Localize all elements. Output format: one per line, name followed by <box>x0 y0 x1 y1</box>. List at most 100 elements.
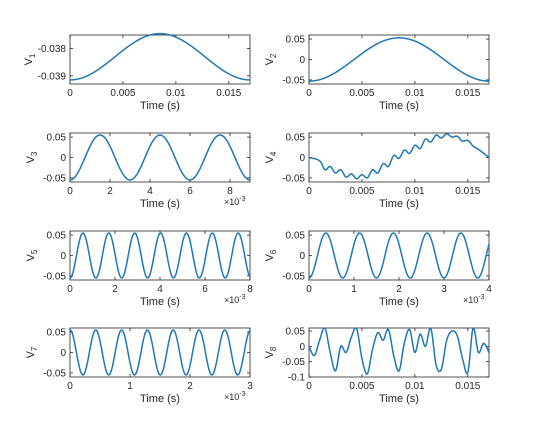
y-tick-label: -0.05 <box>43 173 66 184</box>
x-tick-label: 1 <box>351 284 357 295</box>
x-tick-label: 0.005 <box>349 381 374 392</box>
x-axis-label: Time (s) <box>379 100 419 112</box>
y-tick-label: 0 <box>299 342 305 353</box>
x-tick-label: 0 <box>67 88 73 99</box>
y-axis-label-main: V <box>23 57 35 65</box>
x-tick-label: 2 <box>187 381 193 392</box>
y-tick-label: 0 <box>60 348 66 359</box>
y-tick-label: -0.039 <box>38 71 67 82</box>
x-tick-label: 0 <box>306 186 312 197</box>
x-axis-multiplier-exp: -3 <box>239 391 245 398</box>
x-tick-label: 3 <box>247 381 253 392</box>
series-line-v5 <box>69 232 251 279</box>
x-axis-label: Time (s) <box>140 198 180 210</box>
x-axis-multiplier: ×10-3 <box>224 196 246 207</box>
y-tick-label: -0.05 <box>282 75 305 86</box>
x-axis-multiplier-exp: -3 <box>478 294 484 301</box>
y-tick-label: 0.05 <box>47 328 67 339</box>
x-tick-label: 1 <box>127 381 133 392</box>
y-axis-label-main: V <box>264 253 276 261</box>
x-axis-label: Time (s) <box>379 296 419 308</box>
x-tick-label: 2 <box>107 186 113 197</box>
x-axis-label: Time (s) <box>140 393 180 405</box>
x-axis-label: Time (s) <box>140 100 180 112</box>
y-axis-label-main: V <box>264 57 276 65</box>
x-tick-label: 0 <box>306 284 312 295</box>
y-axis-label-sub: 3 <box>30 151 39 156</box>
x-axis-multiplier-exp: -3 <box>239 196 245 203</box>
y-axis-label-sub: 2 <box>269 53 278 58</box>
x-tick-label: 0 <box>306 88 312 99</box>
series-line-v3 <box>69 134 251 181</box>
y-axis-label: V3 <box>25 151 39 163</box>
axes-box <box>69 132 251 183</box>
y-tick-label: 0 <box>60 251 66 262</box>
y-tick-label: -0.038 <box>38 44 67 55</box>
y-tick-label: -0.05 <box>282 173 305 184</box>
x-axis-multiplier-base: ×10 <box>224 197 239 207</box>
x-axis-label: Time (s) <box>379 198 419 210</box>
x-tick-label: 6 <box>187 186 193 197</box>
axes-box <box>69 34 251 85</box>
x-tick-label: 0 <box>67 284 73 295</box>
x-tick-label: 0 <box>67 186 73 197</box>
y-tick-label: 0.05 <box>286 35 306 46</box>
x-tick-label: 8 <box>227 186 233 197</box>
y-axis-label: V7 <box>25 346 39 358</box>
x-tick-label: 0.01 <box>405 88 425 99</box>
x-axis-label: Time (s) <box>379 393 419 405</box>
y-axis-label-main: V <box>25 253 37 261</box>
series-line-v6 <box>308 232 490 279</box>
x-tick-label: 0.015 <box>455 186 480 197</box>
series-line-v1 <box>69 32 251 81</box>
y-axis-label-main: V <box>25 155 37 163</box>
y-axis-label-main: V <box>25 350 37 358</box>
y-tick-label: 0.05 <box>47 231 67 242</box>
x-axis-multiplier: ×10-3 <box>224 391 246 402</box>
y-tick-label: -0.05 <box>43 368 66 379</box>
x-axis-multiplier-base: ×10 <box>224 392 239 402</box>
subplot-v8: 0 0.005 0.01 0.015 -0.1 -0.05 0 0.05 Time (s) V8 <box>264 327 490 405</box>
series-line-v8 <box>308 327 490 375</box>
x-tick-label: 0.015 <box>455 381 480 392</box>
x-axis-multiplier: ×10-3 <box>224 294 246 305</box>
x-tick-label: 0.015 <box>216 88 241 99</box>
y-axis-label-sub: 5 <box>30 249 39 254</box>
x-tick-label: 0.005 <box>349 186 374 197</box>
x-tick-label: 6 <box>202 284 208 295</box>
x-axis-multiplier-base: ×10 <box>224 295 239 305</box>
axes-box <box>308 34 490 85</box>
y-tick-label: 0 <box>299 251 305 262</box>
y-axis-label: V2 <box>264 53 278 65</box>
x-tick-label: 0.01 <box>405 186 425 197</box>
y-axis-label-main: V <box>264 155 276 163</box>
y-tick-label: -0.05 <box>43 271 66 282</box>
x-tick-label: 0 <box>306 381 312 392</box>
x-tick-label: 0.01 <box>166 88 186 99</box>
y-axis-label: V4 <box>264 151 278 163</box>
x-tick-label: 0.005 <box>349 88 374 99</box>
x-tick-label: 4 <box>147 186 153 197</box>
y-tick-label: 0.05 <box>286 327 306 338</box>
series-line-v4 <box>308 133 490 180</box>
y-axis-label: V8 <box>264 346 278 358</box>
y-axis-label-sub: 7 <box>30 346 39 351</box>
x-tick-label: 2 <box>396 284 402 295</box>
y-axis-label-main: V <box>264 350 276 358</box>
x-axis-multiplier-exp: -3 <box>239 294 245 301</box>
y-axis-label: V1 <box>23 53 37 65</box>
x-tick-label: 8 <box>247 284 253 295</box>
x-tick-label: 0.005 <box>110 88 135 99</box>
x-tick-label: 4 <box>157 284 163 295</box>
y-axis-label-sub: 4 <box>269 151 278 156</box>
y-tick-label: 0 <box>299 55 305 66</box>
y-axis-label-sub: 1 <box>28 53 37 58</box>
x-tick-label: 0 <box>67 381 73 392</box>
